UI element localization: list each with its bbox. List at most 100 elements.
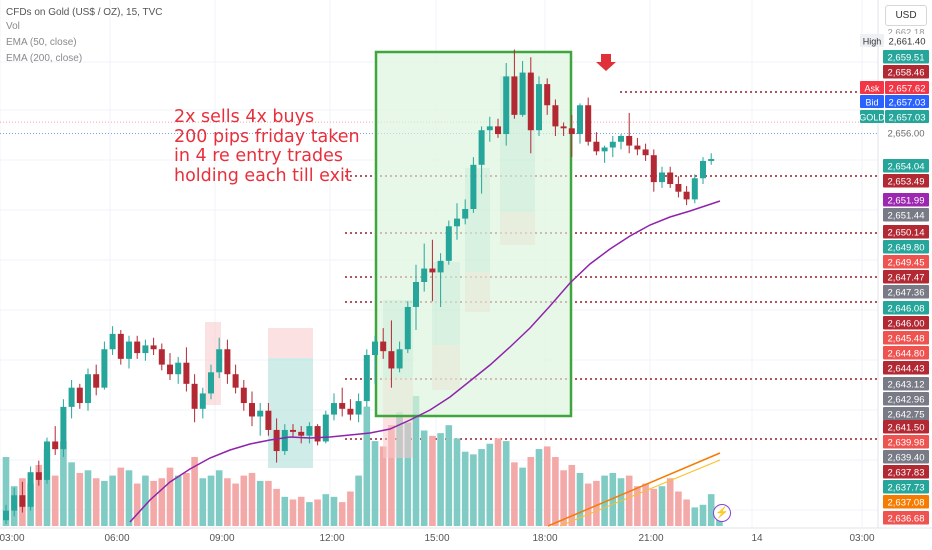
candle-body — [44, 441, 50, 480]
price-label-box — [883, 420, 929, 434]
candle — [404, 301, 411, 354]
candle-body — [363, 355, 370, 402]
price-label: 2,646.00 — [883, 316, 929, 330]
volume-bar — [256, 480, 264, 526]
candle — [659, 166, 665, 188]
ema-aux-line — [559, 459, 721, 527]
price-label-text: 2,651.44 — [888, 211, 925, 222]
price-label-text: 2,657.62 — [889, 84, 926, 95]
volume-bar — [60, 441, 67, 526]
candle — [454, 203, 460, 240]
price-label-text: 2,642.75 — [888, 410, 925, 421]
price-label: 2,651.44 — [883, 208, 929, 222]
price-label-box — [885, 81, 929, 94]
candle-body — [577, 105, 583, 135]
price-label-tag — [860, 34, 884, 47]
price-label-text: 2,653.49 — [888, 177, 925, 188]
candles — [3, 49, 715, 525]
candle — [175, 356, 182, 384]
annotation-line-2: 200 pips friday taken — [174, 126, 360, 147]
candle — [462, 199, 469, 225]
price-label-text: 2,658.46 — [888, 68, 925, 79]
price-label: 2,647.36 — [883, 285, 929, 299]
volume-bar — [675, 491, 682, 526]
time-axis-tick: 03:00 — [849, 533, 874, 544]
price-label: 2,646.08 — [883, 301, 929, 315]
price-label-text: 2,647.47 — [888, 273, 925, 284]
price-label-text: 2,657.03 — [889, 113, 926, 124]
indicator-ema50-label[interactable]: EMA (50, close) — [6, 37, 77, 48]
indicator-vol-label[interactable]: Vol — [6, 21, 20, 32]
candle-body — [552, 105, 559, 127]
candle-body — [232, 374, 239, 388]
indicator-ema200-label[interactable]: EMA (200, close) — [6, 53, 83, 64]
candle — [650, 149, 657, 192]
candle-body — [462, 208, 469, 219]
candle — [249, 391, 255, 427]
candle-body — [429, 268, 436, 273]
price-label-tag — [860, 95, 884, 108]
price-label: 2,659.51 — [883, 50, 929, 64]
candle-body — [511, 76, 518, 115]
price-label: 2,642.96 — [883, 392, 929, 406]
candle-body — [290, 429, 296, 432]
candle — [437, 253, 444, 307]
candle — [577, 103, 583, 144]
volume-bar — [601, 475, 608, 526]
candle-body — [85, 374, 91, 404]
candle — [150, 337, 157, 356]
candle-body — [265, 410, 272, 430]
price-label: 2,654.04 — [883, 159, 929, 173]
price-label-box — [883, 511, 929, 525]
candle — [134, 335, 141, 359]
candle-body — [76, 387, 83, 404]
price-label-box — [883, 174, 929, 188]
candle — [339, 387, 346, 417]
candle — [216, 337, 223, 379]
lightning-icon[interactable]: ⚡ — [713, 504, 731, 522]
volume-bar — [363, 406, 371, 526]
candle — [486, 116, 493, 142]
candle-body — [527, 72, 534, 131]
candle — [413, 264, 419, 331]
volume-bar — [207, 475, 215, 526]
volume-bar — [445, 425, 453, 526]
price-label-box — [883, 450, 929, 464]
candle — [470, 157, 477, 213]
candle — [609, 135, 616, 158]
candle-body — [404, 306, 411, 350]
candle — [560, 122, 567, 136]
volume-bar — [470, 454, 477, 526]
chart-annotation-text[interactable]: 2x sells 4x buys 200 pips friday taken i… — [174, 107, 360, 186]
candle — [421, 243, 428, 292]
candle-body — [150, 345, 157, 350]
price-label-text: 2,643.12 — [888, 380, 925, 391]
candle-body — [257, 410, 264, 417]
price-label: Bid 2,657.03 — [860, 95, 929, 109]
symbol-title[interactable]: CFDs on Gold (US$ / OZ), 15, TVC — [6, 7, 163, 18]
currency-button[interactable]: USD — [885, 5, 927, 26]
candle-body — [109, 333, 116, 350]
candle — [503, 62, 510, 146]
candle-body — [568, 128, 575, 135]
candle — [429, 239, 436, 302]
candle-body — [331, 403, 337, 415]
volume-bar — [593, 480, 600, 526]
candle-body — [60, 406, 67, 450]
price-label: 2,649.80 — [883, 240, 929, 254]
volume-bar — [634, 486, 641, 526]
ema200-line — [547, 452, 721, 527]
time-axis-tick: 15:00 — [424, 533, 449, 544]
volume-bar — [109, 475, 116, 526]
candle-body — [519, 72, 526, 115]
price-label: 2,644.43 — [883, 361, 929, 375]
candle — [683, 185, 690, 206]
candle — [52, 426, 59, 455]
candle — [585, 97, 592, 146]
candle-body — [183, 362, 190, 384]
price-label: 2,643.12 — [883, 377, 929, 391]
volume-bar — [691, 507, 699, 526]
volume-bar — [388, 425, 395, 526]
price-label-text: 2,636.68 — [888, 514, 925, 525]
